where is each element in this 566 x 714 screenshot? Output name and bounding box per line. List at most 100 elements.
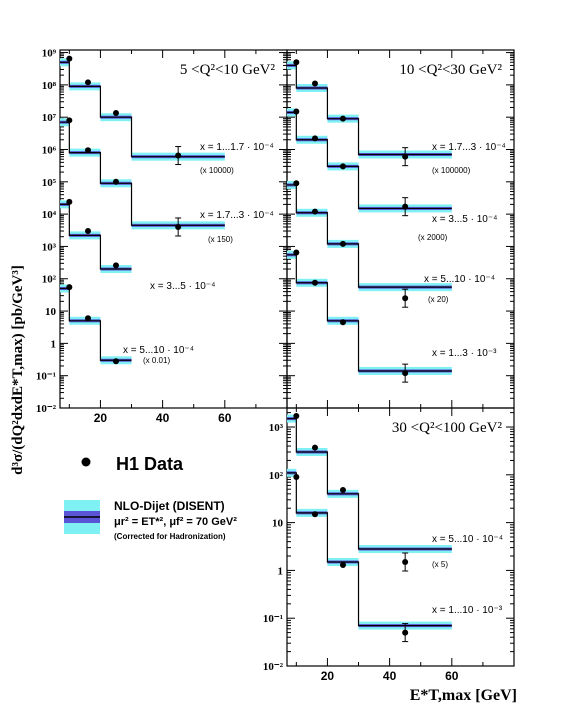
data-point <box>402 629 409 636</box>
y-tick-label: 10⁻² <box>263 661 284 673</box>
theory-line <box>60 121 225 226</box>
series-1: x = 1.7...3 · 10⁻⁴ (x 100000) <box>287 59 506 175</box>
series-scale-factor: (x 2000) <box>418 233 448 242</box>
chart-panels: 10⁹ 10⁸ 10⁷ 10⁶ 10⁵ 10⁴ 10³ 10² 10 1 10⁻¹ 10⁻² 20 40 6… <box>36 48 515 683</box>
x-tick-label: 20 <box>321 669 335 683</box>
theory-line <box>60 61 225 158</box>
data-point <box>311 279 318 286</box>
series-2: x = 1...10 · 10⁻³ <box>287 468 503 643</box>
data-point <box>84 315 91 322</box>
y-tick-label: 10⁴ <box>42 209 57 221</box>
y-tick-label: 10⁻¹ <box>36 371 56 383</box>
y-tick-label: 10⁸ <box>42 80 57 92</box>
x-tick-label: 20 <box>94 411 108 425</box>
data-point <box>311 444 318 451</box>
series-label: x = 3...5 · 10⁻⁴ <box>432 214 497 225</box>
data-point <box>402 295 409 302</box>
series-scale-factor: (x 150) <box>208 235 233 244</box>
series-3: x = 5...10 · 10⁻⁴ (x 20) <box>287 180 495 308</box>
data-point <box>311 208 318 215</box>
legend-theory-label: NLO-Dijet (DISENT) <box>114 499 225 513</box>
data-point <box>339 115 346 122</box>
series-label: x = 1...3 · 10⁻³ <box>432 348 497 359</box>
legend-theory-scales: μr² = ET*², μf² = 70 GeV² <box>114 516 237 528</box>
data-point <box>112 262 119 269</box>
y-tick-label: 1 <box>278 565 284 577</box>
series-label: x = 5...10 · 10⁻⁴ <box>424 274 495 285</box>
data-point <box>293 108 300 115</box>
y-tick-label: 10⁵ <box>42 177 57 189</box>
series-scale-factor: (x 10000) <box>200 166 234 175</box>
y-tick-label: 10⁷ <box>42 112 57 124</box>
data-point <box>84 147 91 154</box>
y-tick-label: 10² <box>269 470 284 482</box>
data-point <box>339 240 346 247</box>
series-scale-factor: (x 20) <box>428 295 449 304</box>
series-scale-factor: (x 100000) <box>432 166 471 175</box>
y-axis-label-text: d³σ/(dQ²dxdE*T,max) [pb/GeV³] <box>10 265 26 475</box>
y-tick-label: 10³ <box>269 422 284 434</box>
theory-line <box>287 64 452 156</box>
theory-line <box>287 111 452 210</box>
legend-data-label: H1 Data <box>116 454 184 474</box>
panel-2: 10 <Q²<30 GeV² x = 1.7...3 · 10⁻⁴ (x 10000… <box>286 49 515 409</box>
panel-1: 10⁹ 10⁸ 10⁷ 10⁶ 10⁵ 10⁴ 10³ 10² 10 1 10⁻¹ 10⁻² 20 40 6… <box>36 48 288 425</box>
y-tick-label: 10⁹ <box>42 48 57 60</box>
data-point <box>339 561 346 568</box>
series-4: x = 1...3 · 10⁻³ <box>287 249 497 383</box>
data-point <box>339 487 346 494</box>
x-tick-label: 40 <box>156 411 170 425</box>
series-3: x = 3...5 · 10⁻⁴ <box>60 198 215 292</box>
data-point <box>112 109 119 116</box>
data-point <box>311 80 318 87</box>
data-point <box>311 511 318 518</box>
y-tick-label: 10⁻¹ <box>263 613 283 625</box>
y-tick-label: 10 <box>272 518 284 530</box>
panel-title: 5 <Q²<10 GeV² <box>180 62 276 78</box>
series-label: x = 5...10 · 10⁻⁴ <box>123 345 194 356</box>
data-point <box>84 79 91 86</box>
data-point <box>339 163 346 170</box>
theory-line <box>287 184 452 288</box>
series-scale-factor: (x 0.01) <box>143 356 170 365</box>
y-axis-title: d³σ/(dQ²dxdE*T,max) [pb/GeV³] <box>10 265 26 475</box>
y-tick-label: 10 <box>45 306 57 318</box>
data-point <box>402 203 409 210</box>
y-tick-label: 10⁻² <box>36 403 57 415</box>
y-tick-label: 1 <box>51 338 57 350</box>
data-point <box>112 178 119 185</box>
series-1: x = 5...10 · 10⁻⁴ (x 5) <box>287 413 503 572</box>
data-point <box>293 249 300 256</box>
series-scale-factor: (x 5) <box>432 560 448 569</box>
series-label: x = 1...1.7 · 10⁻⁴ <box>200 142 274 153</box>
data-point <box>112 358 119 365</box>
data-point <box>339 319 346 326</box>
x-axis-title: E*T,max [GeV] <box>410 687 517 704</box>
theory-line <box>287 418 452 550</box>
series-label: x = 1.7...3 · 10⁻⁴ <box>200 210 274 221</box>
data-point <box>293 180 300 187</box>
series-label: x = 5...10 · 10⁻⁴ <box>432 534 503 545</box>
theory-line <box>287 254 452 372</box>
data-point <box>66 117 73 124</box>
panel-title: 30 <Q²<100 GeV² <box>392 420 503 436</box>
y-tick-label: 10² <box>42 274 57 286</box>
svg-text:d³σ/(dQ²dxdE*T,max) [pb/GeV³]: d³σ/(dQ²dxdE*T,max) [pb/GeV³] <box>10 265 26 475</box>
data-point <box>84 228 91 235</box>
legend-theory-note: (Corrected for Hadronization) <box>114 532 226 541</box>
series-label: x = 3...5 · 10⁻⁴ <box>150 281 215 292</box>
x-tick-label: 60 <box>445 669 459 683</box>
legend-data-marker <box>81 457 91 467</box>
data-point <box>402 558 409 565</box>
series-label: x = 1.7...3 · 10⁻⁴ <box>432 142 506 153</box>
x-tick-label: 40 <box>383 669 397 683</box>
data-point <box>402 153 409 160</box>
legend: H1 Data NLO-Dijet (DISENT) μr² = ET*², μ… <box>64 454 237 541</box>
panel-title: 10 <Q²<30 GeV² <box>399 62 502 78</box>
y-tick-label: 10³ <box>42 241 57 253</box>
data-point <box>66 55 73 62</box>
data-point <box>293 59 300 66</box>
data-point <box>175 152 182 159</box>
